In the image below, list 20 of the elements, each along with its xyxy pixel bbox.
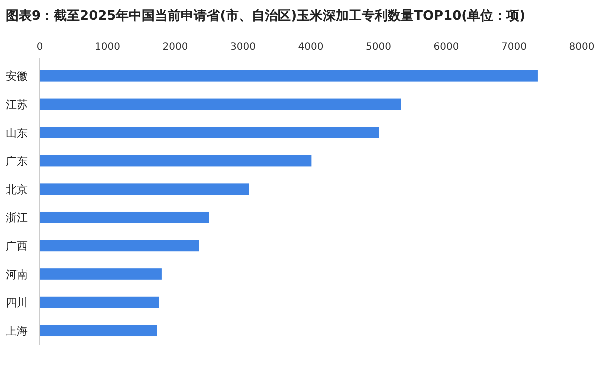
- y-tick-label: 广西: [6, 240, 28, 253]
- x-tick-label: 3000: [230, 42, 256, 53]
- y-tick-label: 浙江: [6, 212, 28, 225]
- x-tick-label: 4000: [298, 42, 324, 53]
- y-tick-label: 四川: [6, 296, 28, 310]
- x-tick-label: 6000: [434, 42, 460, 53]
- y-tick-label: 北京: [6, 183, 28, 196]
- y-tick-label: 上海: [6, 324, 28, 338]
- y-tick-label: 江苏: [6, 98, 28, 112]
- y-tick-label: 广东: [6, 155, 28, 168]
- y-tick-label: 山东: [6, 126, 28, 140]
- x-tick-label: 1000: [95, 42, 120, 53]
- title: 图表9：截至2025年中国当前申请省(市、自治区)玉米深加工专利数量TOP10(单位：项): [6, 9, 526, 24]
- x-tick-label: 7000: [502, 42, 527, 53]
- y-tick-label: 安徽: [6, 70, 28, 84]
- x-tick-label: 2000: [162, 42, 188, 53]
- x-tick-label: 0: [36, 42, 44, 53]
- y-tick-label: 河南: [6, 268, 28, 282]
- x-tick-label: 8000: [569, 42, 595, 53]
- x-tick-label: 5000: [366, 42, 392, 53]
